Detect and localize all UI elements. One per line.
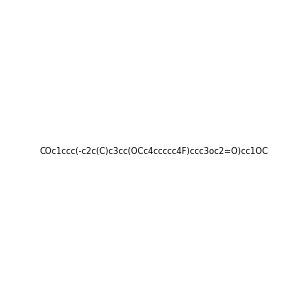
Text: COc1ccc(-c2c(C)c3cc(OCc4ccccc4F)ccc3oc2=O)cc1OC: COc1ccc(-c2c(C)c3cc(OCc4ccccc4F)ccc3oc2=… [39,147,268,156]
